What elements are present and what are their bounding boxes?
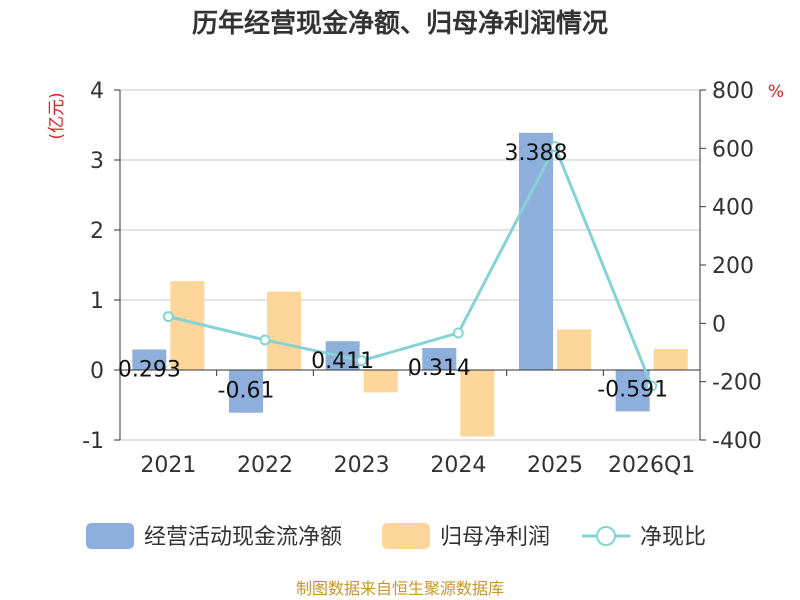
category-label: 2021	[140, 453, 196, 478]
net-profit-bar	[267, 291, 301, 370]
category-label: 2026Q1	[608, 453, 695, 478]
net-profit-bar	[170, 281, 205, 370]
right-tick-label: 800	[712, 79, 754, 104]
cashflow-bar	[132, 349, 167, 370]
cashflow-bar	[229, 370, 263, 413]
ratio-point	[646, 380, 658, 392]
line-layer	[162, 141, 658, 392]
right-axis-unit: %	[768, 82, 784, 102]
cashflow-data-label: 0.314	[408, 356, 471, 381]
right-tick-label: -400	[712, 429, 762, 454]
cashflow-data-label: -0.591	[597, 377, 668, 402]
category-label: 2022	[237, 453, 293, 478]
ratio-line	[167, 145, 654, 387]
legend: 经营活动现金流净额 归母净利润 净现比	[86, 523, 706, 550]
left-tick-label: -1	[82, 429, 104, 454]
right-tick-label: 600	[712, 137, 754, 162]
right-tick-label: 200	[712, 254, 754, 279]
labels-layer: 0.293 -0.61 0.411 0.314 3.388 -0.591	[118, 141, 668, 404]
net-profit-bar	[557, 329, 591, 370]
category-label: 2023	[334, 453, 390, 478]
cashflow-data-label: -0.61	[218, 379, 275, 404]
cashflow-data-label: 3.388	[505, 141, 568, 166]
left-axis-unit: (亿元)	[47, 92, 67, 139]
net-profit-bar	[460, 370, 495, 437]
left-tick-label: 4	[90, 79, 104, 104]
grid-layer	[120, 89, 700, 441]
ratio-point	[356, 355, 368, 367]
ratio-point	[452, 327, 464, 339]
net-profit-bar	[653, 349, 688, 370]
bars-layer	[132, 132, 688, 437]
category-label: 2025	[527, 453, 583, 478]
legend-net-profit-label: 归母净利润	[440, 525, 550, 550]
cashflow-data-label: 0.293	[118, 357, 181, 382]
category-label: 2024	[430, 453, 486, 478]
cashflow-bar	[615, 370, 650, 412]
cashflow-bar	[519, 132, 553, 370]
left-tick-label: 2	[90, 219, 104, 244]
legend-ratio-marker	[596, 526, 616, 546]
ratio-point	[162, 311, 174, 323]
axis-layer: 4 3 2 1 0 -1 800 600 400 200 0 -200 -400 2021 2022 2023…	[82, 79, 762, 478]
legend-ratio-label: 净现比	[640, 525, 706, 550]
legend-cashflow-label: 经营活动现金流净额	[144, 525, 342, 550]
right-tick-label: 0	[712, 312, 726, 337]
ratio-point	[549, 141, 561, 153]
left-tick-label: 1	[90, 289, 104, 314]
net-profit-bar	[363, 370, 398, 393]
legend-cashflow-swatch	[86, 523, 134, 549]
source-note: 制图数据来自恒生聚源数据库	[296, 579, 504, 598]
chart-title: 历年经营现金净额、归母净利润情况	[192, 8, 608, 39]
cashflow-bar	[422, 348, 457, 370]
right-tick-label: 400	[712, 196, 754, 221]
right-tick-label: -200	[712, 371, 762, 396]
legend-net-profit-swatch	[382, 523, 430, 549]
cashflow-data-label: 0.411	[311, 349, 374, 374]
left-tick-label: 3	[90, 149, 104, 174]
left-tick-label: 0	[90, 359, 104, 384]
ratio-point	[259, 334, 271, 346]
